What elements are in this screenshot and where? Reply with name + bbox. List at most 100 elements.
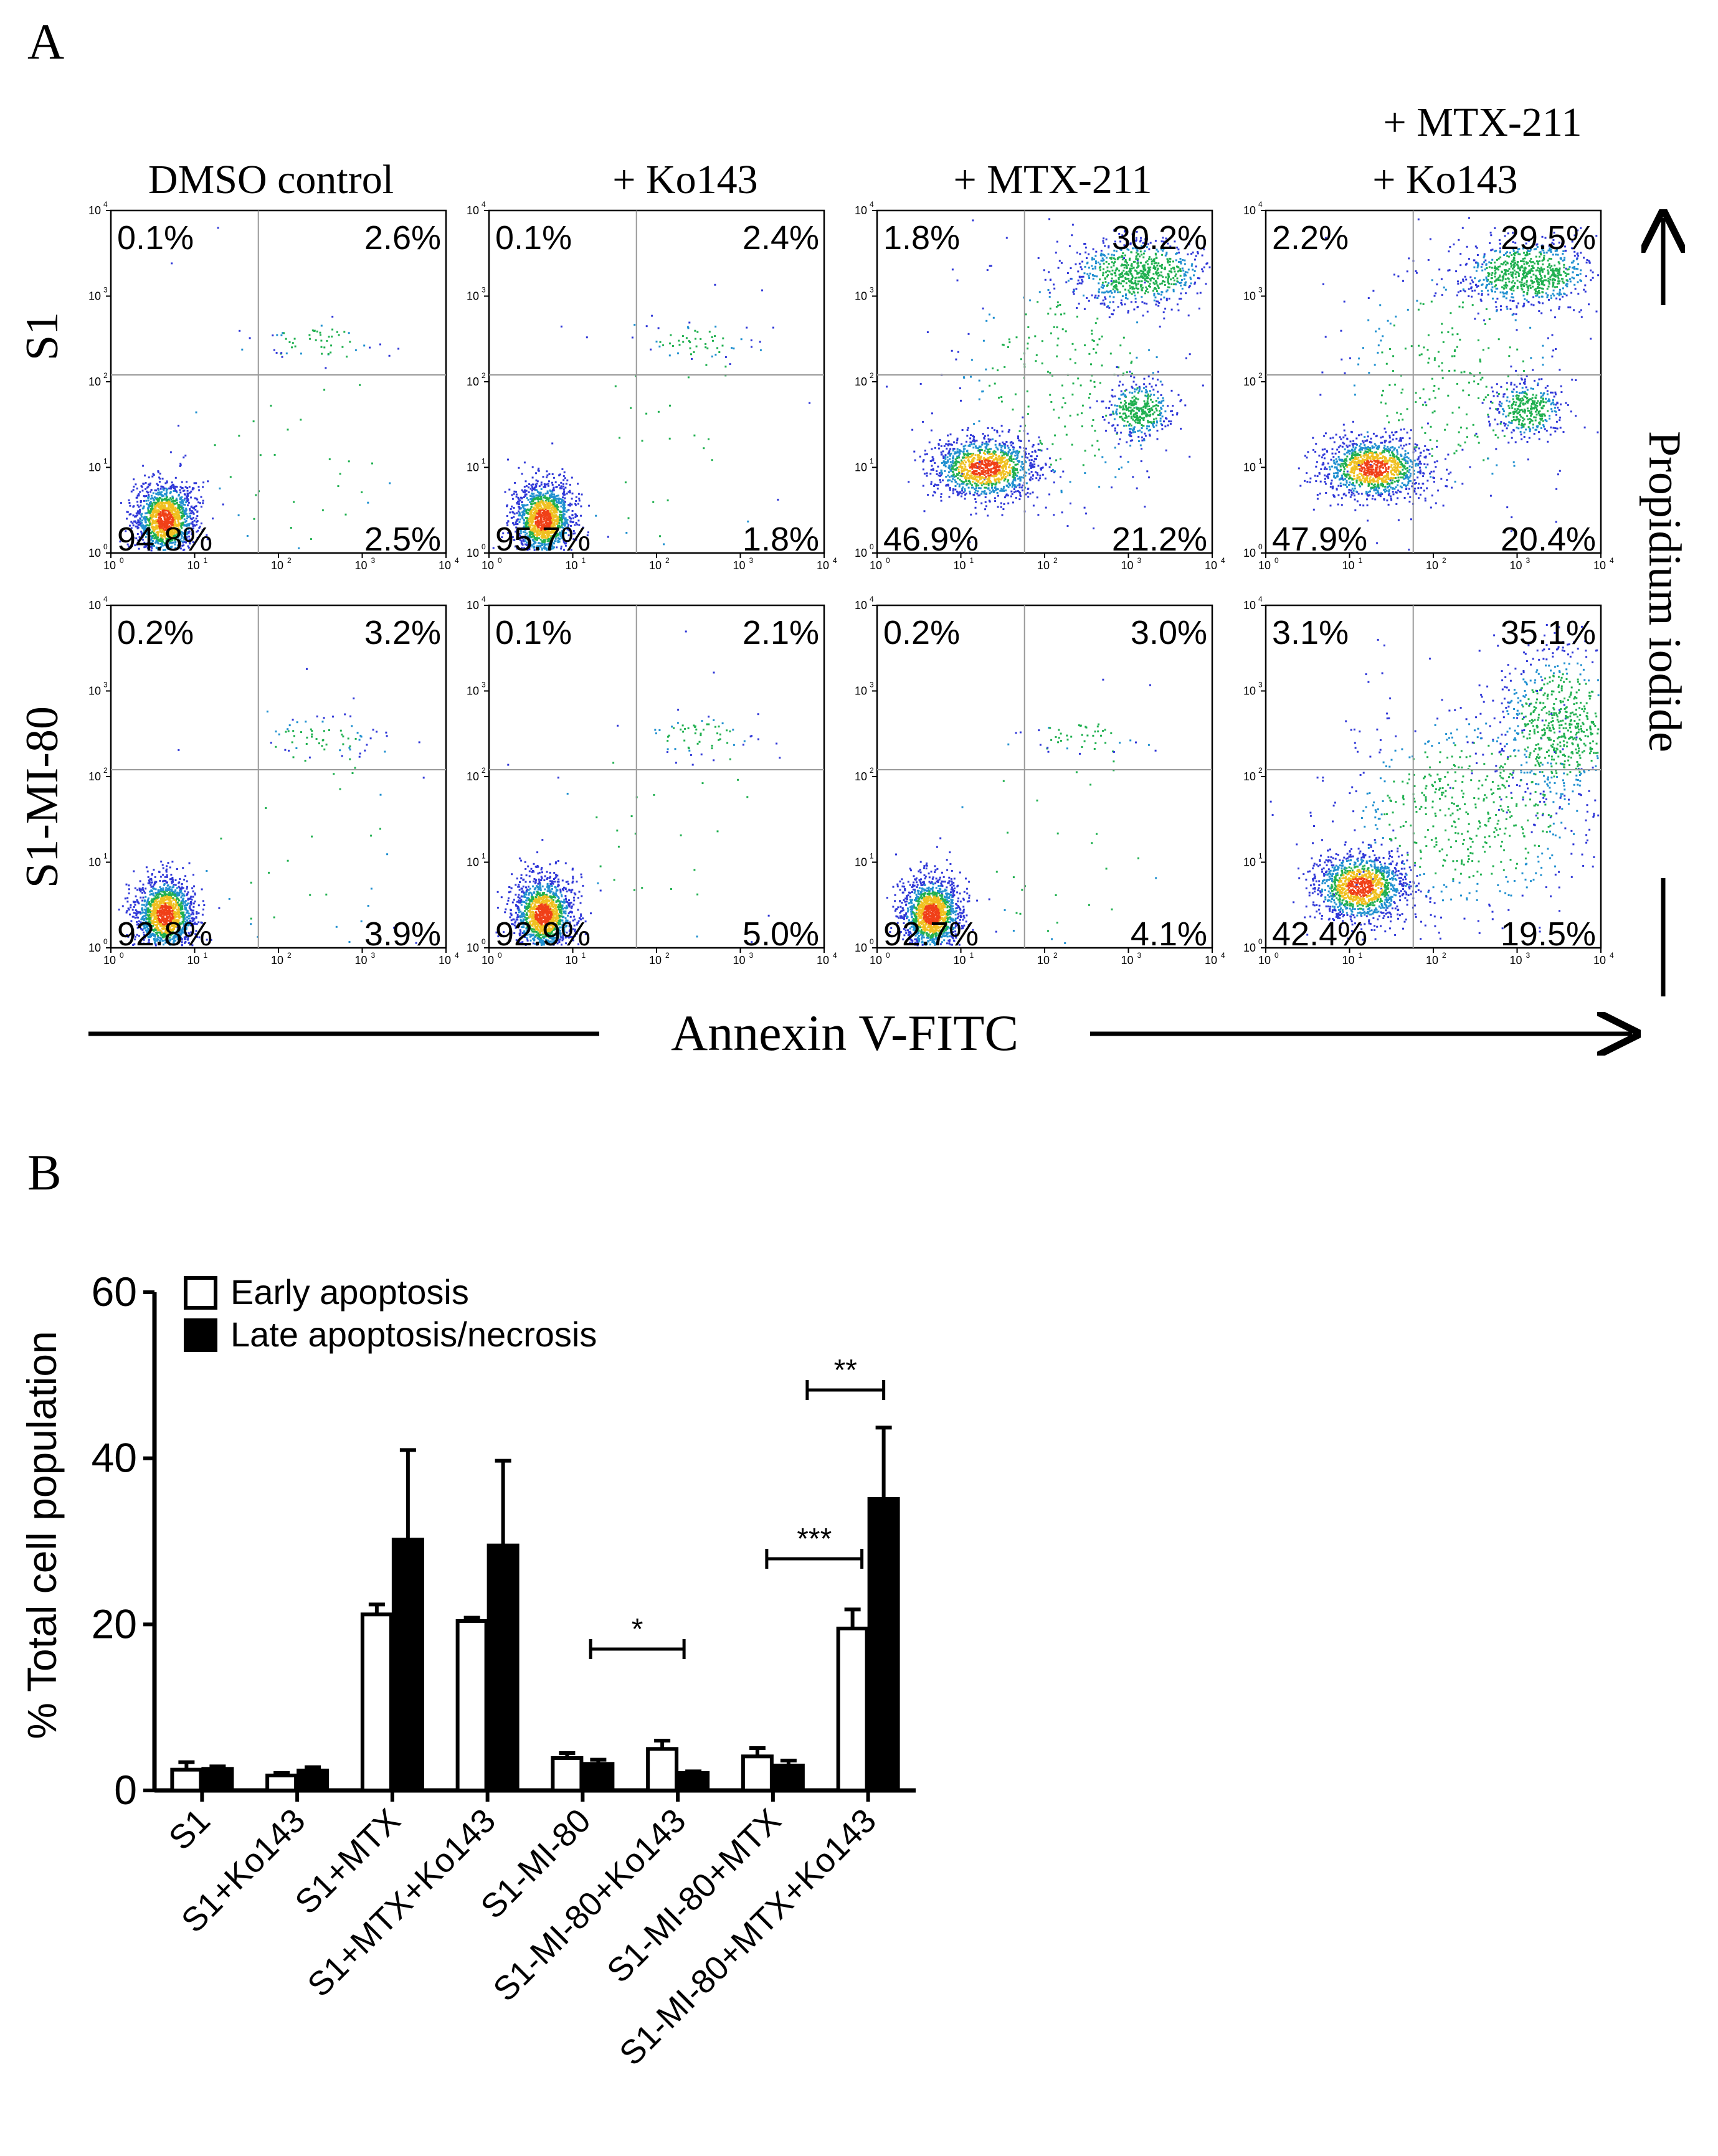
- flow-event-dot: [1143, 377, 1146, 380]
- flow-event-dot: [186, 539, 188, 541]
- flow-event-dot: [196, 523, 198, 526]
- flow-event-dot: [548, 517, 550, 519]
- flow-event-dot: [1102, 272, 1104, 274]
- flow-event-dot: [1161, 263, 1164, 266]
- flow-event-dot: [198, 489, 201, 491]
- flow-event-dot: [1184, 263, 1186, 265]
- flow-event-dot: [1159, 420, 1162, 422]
- flow-event-dot: [969, 490, 971, 493]
- flow-event-dot: [555, 536, 557, 538]
- flow-event-dot: [515, 526, 518, 529]
- flow-event-dot: [336, 331, 338, 333]
- flow-event-dot: [163, 509, 166, 512]
- flow-event-dot: [272, 334, 274, 337]
- flow-event-dot: [148, 547, 150, 549]
- flow-event-dot: [1122, 407, 1124, 409]
- flow-event-dot: [1007, 453, 1009, 455]
- flow-event-dot: [1013, 486, 1016, 488]
- flow-event-dot: [1045, 462, 1046, 465]
- flow-event-dot: [1121, 417, 1124, 420]
- x-tick-exponent: 1: [582, 556, 586, 565]
- flow-event-dot: [162, 498, 164, 501]
- flow-event-dot: [534, 486, 537, 488]
- flow-event-dot: [706, 347, 709, 349]
- flow-event-dot: [1010, 455, 1013, 457]
- flow-event-dot: [131, 545, 133, 547]
- flow-event-dot: [183, 518, 186, 521]
- flow-event-dot: [997, 455, 1000, 458]
- flow-event-dot: [563, 549, 565, 551]
- flow-event-dot: [158, 522, 160, 525]
- flow-event-dot: [624, 481, 627, 484]
- flow-event-dot: [155, 546, 158, 549]
- flow-event-dot: [1136, 230, 1138, 233]
- flow-event-dot: [1158, 414, 1160, 417]
- flow-event-dot: [176, 486, 178, 488]
- flow-event-dot: [536, 516, 539, 519]
- flow-event-dot: [326, 339, 328, 342]
- flow-event-dot: [952, 448, 954, 450]
- flow-event-dot: [191, 510, 193, 513]
- flow-event-dot: [1081, 260, 1084, 263]
- flow-event-dot: [535, 517, 538, 519]
- flow-event-dot: [1088, 300, 1090, 302]
- flow-event-dot: [705, 364, 708, 366]
- flow-event-dot: [1078, 262, 1081, 265]
- flow-event-dot: [1145, 232, 1147, 235]
- flow-event-dot: [531, 515, 533, 518]
- flow-event-dot: [986, 478, 989, 480]
- flow-event-dot: [162, 520, 164, 522]
- flow-event-dot: [181, 537, 183, 539]
- flow-event-dot: [1112, 301, 1114, 303]
- flow-event-dot: [184, 529, 187, 531]
- flow-event-dot: [553, 508, 556, 510]
- flow-event-dot: [962, 450, 964, 453]
- flow-event-dot: [939, 496, 942, 498]
- flow-event-dot: [163, 504, 166, 506]
- flow-event-dot: [529, 501, 531, 503]
- flow-event-dot: [291, 346, 293, 349]
- y-tick-label: 10: [467, 204, 479, 217]
- flow-event-dot: [1146, 277, 1148, 280]
- flow-event-dot: [139, 518, 141, 519]
- flow-event-dot: [947, 434, 949, 437]
- flow-event-dot: [924, 453, 926, 456]
- flow-event-dot: [955, 468, 957, 471]
- flow-event-dot: [955, 358, 957, 361]
- flow-event-dot: [186, 481, 188, 483]
- x-tick-exponent: 4: [833, 556, 837, 565]
- flow-event-dot: [166, 498, 169, 501]
- flow-event-dot: [994, 463, 997, 466]
- flow-event-dot: [669, 404, 671, 407]
- flow-event-dot: [1118, 277, 1120, 279]
- flow-event-dot: [1116, 288, 1118, 290]
- flow-event-dot: [561, 468, 564, 470]
- flow-event-dot: [1136, 277, 1138, 279]
- flow-event-dot: [1053, 471, 1056, 473]
- flow-event-dot: [528, 486, 529, 489]
- flow-event-dot: [1155, 384, 1157, 387]
- flow-event-dot: [982, 339, 985, 342]
- flow-event-dot: [1205, 263, 1208, 265]
- flow-event-dot: [154, 516, 156, 518]
- flow-event-dot: [165, 528, 167, 531]
- flow-event-dot: [136, 526, 139, 528]
- flow-event-dot: [1156, 424, 1157, 427]
- flow-event-dot: [546, 522, 548, 524]
- flow-event-dot: [949, 468, 952, 471]
- flow-event-dot: [546, 490, 549, 493]
- flow-event-dot: [150, 494, 153, 497]
- flow-event-dot: [153, 532, 155, 534]
- flow-event-dot: [688, 321, 691, 324]
- flow-event-dot: [551, 473, 554, 475]
- flow-event-dot: [1086, 262, 1089, 264]
- flow-event-dot: [981, 443, 984, 446]
- flow-event-dot: [282, 332, 284, 334]
- y-tick-label: 10: [467, 290, 479, 303]
- flow-event-dot: [574, 532, 576, 534]
- flow-event-dot: [527, 518, 529, 520]
- flow-event-dot: [1149, 390, 1151, 392]
- flow-event-dot: [143, 518, 145, 520]
- flow-event-dot: [1103, 268, 1104, 270]
- flow-event-dot: [534, 521, 537, 523]
